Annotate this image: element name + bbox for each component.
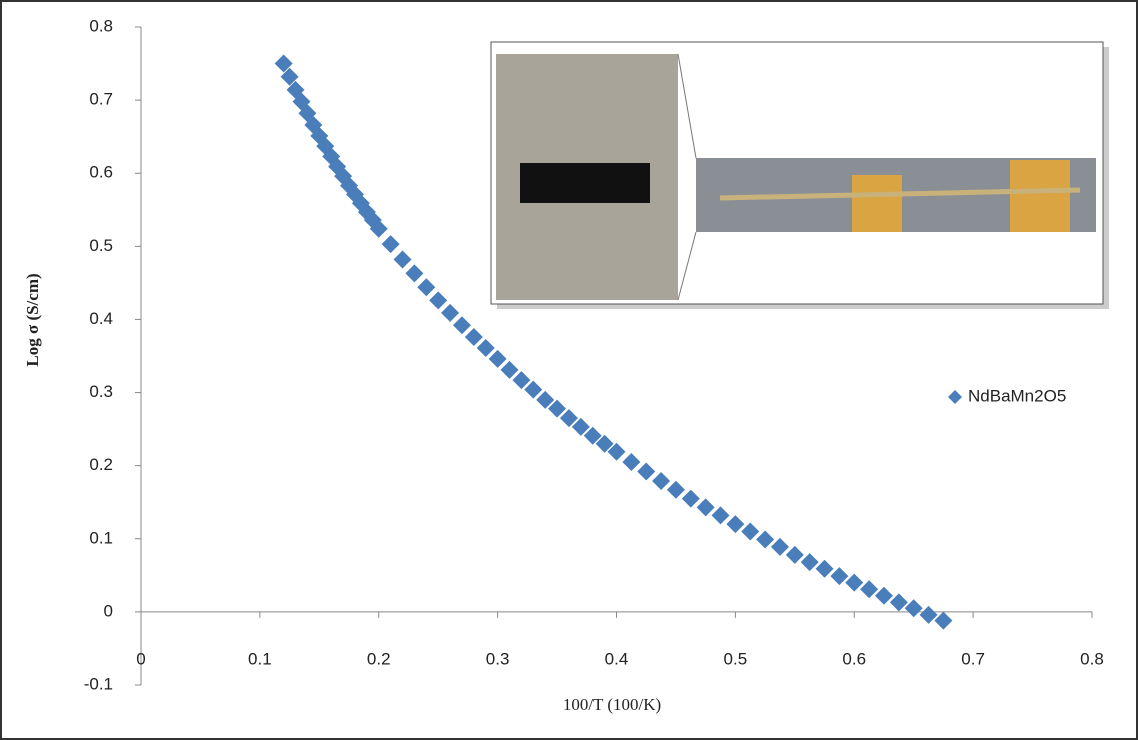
y-tick-label: 0.5	[89, 236, 113, 255]
y-tick-label: 0.7	[89, 90, 113, 109]
x-tick-label: 0.3	[486, 649, 510, 668]
holder-block	[852, 175, 902, 232]
x-tick-label: 0	[136, 649, 145, 668]
x-tick-label: 0.1	[248, 649, 272, 668]
x-tick-label: 0.2	[367, 649, 391, 668]
x-tick-label: 0.5	[724, 649, 748, 668]
y-tick-label: 0	[104, 601, 113, 620]
y-axis-title: Log σ (S/cm)	[23, 273, 42, 366]
y-tick-label: -0.1	[84, 674, 113, 693]
x-axis-title: 100/T (100/K)	[563, 695, 661, 714]
legend-label: NdBaMn2O5	[968, 386, 1066, 405]
chart: 100/T (100/K) Log σ (S/cm) -0.1 0 0.1 0.2 0.…	[0, 0, 1138, 740]
y-tick-label: 0.1	[89, 528, 113, 547]
page: 100/T (100/K) Log σ (S/cm) -0.1 0 0.1 0.2 0.…	[0, 0, 1138, 740]
y-tick-label: 0.4	[89, 309, 113, 328]
sample	[520, 163, 650, 203]
y-tick-label: 0.6	[89, 163, 113, 182]
y-tick-label: 0.3	[89, 382, 113, 401]
y-tick-label: 0.2	[89, 455, 113, 474]
inset-photo	[491, 42, 1109, 309]
x-tick-label: 0.6	[842, 649, 866, 668]
holder-block	[1010, 160, 1070, 232]
x-tick-label: 0.8	[1080, 649, 1104, 668]
x-tick-label: 0.7	[961, 649, 985, 668]
y-tick-label: 0.8	[89, 16, 113, 35]
x-tick-label: 0.4	[605, 649, 629, 668]
